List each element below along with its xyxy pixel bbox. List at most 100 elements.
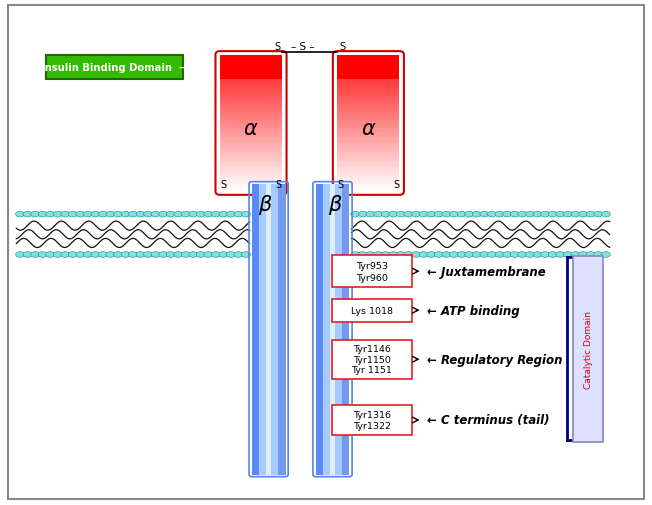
Bar (316, 398, 323, 402)
Bar (220, 185, 282, 187)
Bar (338, 91, 399, 93)
Ellipse shape (219, 252, 228, 258)
Bar (252, 442, 286, 445)
Bar (266, 206, 271, 210)
Bar (266, 249, 271, 254)
Bar (266, 442, 271, 445)
Bar (316, 471, 323, 475)
Bar (330, 362, 335, 366)
Bar (252, 195, 259, 199)
Bar (266, 210, 271, 214)
Text: S: S (338, 179, 344, 189)
Ellipse shape (83, 252, 93, 258)
Text: $\beta$: $\beta$ (329, 192, 343, 217)
Bar (330, 409, 335, 413)
Bar (338, 93, 399, 95)
Bar (316, 246, 323, 249)
Bar (316, 431, 349, 435)
Bar (330, 406, 335, 410)
Bar (316, 351, 349, 355)
Bar (338, 124, 399, 125)
Bar (266, 340, 271, 344)
Ellipse shape (83, 212, 93, 218)
Text: Tyr960: Tyr960 (356, 273, 388, 282)
Bar (330, 366, 335, 370)
Bar (266, 445, 271, 449)
Bar (338, 134, 399, 136)
Bar (316, 221, 349, 224)
Bar (316, 438, 323, 442)
Bar (316, 366, 349, 370)
Bar (252, 279, 286, 282)
Bar (316, 457, 323, 460)
Bar (338, 73, 399, 74)
FancyBboxPatch shape (332, 340, 412, 379)
Bar (220, 120, 282, 122)
Bar (338, 96, 399, 98)
Bar (266, 460, 271, 464)
Ellipse shape (495, 252, 504, 258)
Bar (316, 319, 323, 322)
Bar (220, 57, 282, 59)
Bar (316, 453, 323, 457)
Bar (316, 188, 349, 191)
Bar (266, 369, 271, 373)
Ellipse shape (389, 212, 398, 218)
Bar (220, 110, 282, 112)
Bar (338, 61, 399, 62)
Ellipse shape (419, 212, 428, 218)
Ellipse shape (411, 212, 421, 218)
Bar (316, 224, 323, 228)
Bar (330, 221, 335, 224)
Bar (252, 460, 259, 464)
Ellipse shape (61, 252, 70, 258)
Ellipse shape (241, 212, 250, 218)
Bar (266, 373, 271, 377)
Bar (266, 275, 271, 279)
Bar (316, 195, 323, 199)
Bar (266, 366, 271, 370)
Bar (252, 271, 259, 275)
Bar (266, 188, 271, 191)
Bar (252, 289, 286, 293)
Bar (330, 228, 335, 231)
Bar (266, 402, 271, 406)
Bar (252, 351, 286, 355)
FancyBboxPatch shape (332, 256, 412, 288)
Ellipse shape (526, 252, 535, 258)
Text: Insulin Binding Domain  →: Insulin Binding Domain → (41, 63, 188, 73)
Bar (220, 139, 282, 141)
Bar (252, 238, 259, 242)
Bar (316, 395, 349, 398)
Ellipse shape (434, 252, 443, 258)
Bar (330, 264, 335, 268)
Bar (220, 67, 282, 69)
Bar (316, 438, 349, 442)
Bar (338, 176, 399, 178)
Bar (338, 114, 399, 115)
Bar (316, 206, 349, 210)
Bar (220, 61, 282, 62)
Bar (252, 261, 286, 264)
Ellipse shape (196, 252, 205, 258)
Bar (252, 315, 286, 319)
Bar (220, 130, 282, 132)
Bar (252, 460, 286, 464)
Bar (252, 373, 286, 377)
Bar (316, 311, 323, 315)
Ellipse shape (68, 252, 77, 258)
Bar (338, 185, 399, 187)
Bar (266, 279, 271, 282)
Bar (316, 449, 323, 453)
Bar (220, 156, 282, 158)
Bar (338, 168, 399, 170)
Ellipse shape (91, 252, 100, 258)
Ellipse shape (359, 252, 367, 258)
Bar (316, 417, 349, 420)
Bar (252, 340, 259, 344)
Bar (338, 68, 399, 69)
Bar (220, 59, 282, 61)
Bar (220, 163, 282, 165)
Bar (330, 453, 335, 457)
Bar (316, 293, 323, 297)
